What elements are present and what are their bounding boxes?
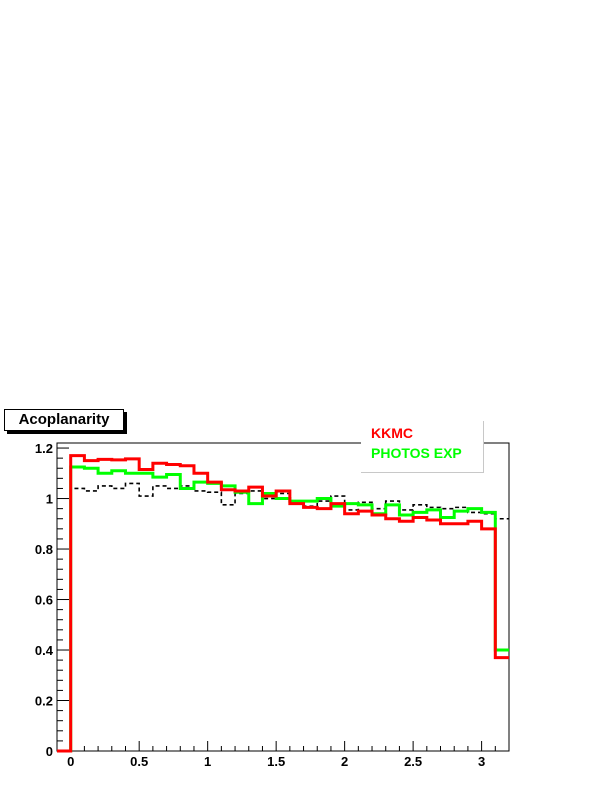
series-line-reference	[57, 482, 509, 752]
x-tick-label: 2.5	[404, 754, 422, 769]
x-tick-label: 3	[478, 754, 485, 769]
series-line-photos-exp	[57, 465, 509, 753]
x-axis: 0 0.5 1 1.5 2 2.5 3	[67, 741, 510, 769]
y-tick-label: 0.4	[35, 643, 54, 658]
x-tick-label: 1.5	[267, 754, 285, 769]
series-layer	[57, 454, 509, 753]
series-line-kkmc	[57, 454, 509, 753]
chart-title: Acoplanarity	[4, 409, 124, 431]
y-tick-label: 0.2	[35, 694, 53, 709]
y-tick-label: 0.6	[35, 593, 53, 608]
y-tick-label: 0	[46, 744, 53, 759]
y-tick-label: 0.8	[35, 542, 53, 557]
y-tick-label: 1.2	[35, 441, 53, 456]
x-tick-label: 1	[204, 754, 211, 769]
legend-entry-photos-exp: PHOTOS EXP	[371, 445, 462, 461]
x-tick-label: 2	[341, 754, 348, 769]
legend-entry-kkmc: KKMC	[371, 425, 413, 441]
x-tick-label: 0	[67, 754, 74, 769]
y-tick-label: 1	[46, 492, 53, 507]
legend: KKMC PHOTOS EXP	[361, 421, 484, 473]
y-axis: 0 0.2 0.4 0.6 0.8 1 1.2	[35, 441, 69, 759]
x-tick-label: 0.5	[130, 754, 148, 769]
plot-frame	[56, 442, 510, 752]
